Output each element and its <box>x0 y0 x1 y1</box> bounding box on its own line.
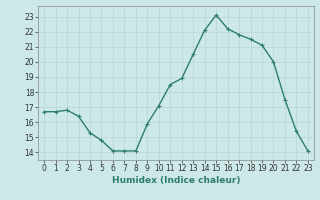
X-axis label: Humidex (Indice chaleur): Humidex (Indice chaleur) <box>112 176 240 185</box>
